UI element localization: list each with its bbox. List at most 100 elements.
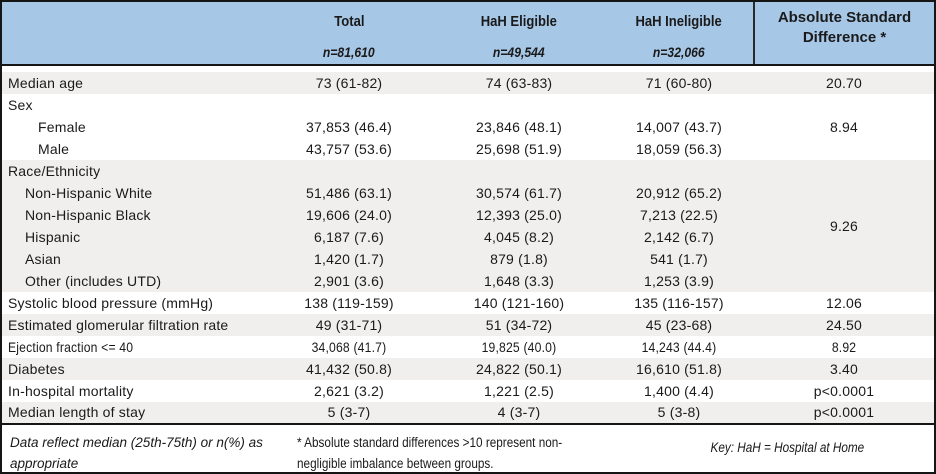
asd-value: 12.06 (754, 292, 934, 314)
table-body: Median age 73 (61-82) 74 (63-83) 71 (60-… (2, 65, 934, 424)
eligible-value: 30,574 (61.7) (434, 182, 604, 204)
header-row: Total HaH Eligible HaH Ineligible Absolu… (2, 2, 934, 66)
header-total-label: Total (333, 12, 365, 30)
asd-value: 3.40 (754, 358, 934, 380)
row-label: Estimated glomerular filtration rate (2, 314, 264, 336)
ineligible-value: 1,400 (4.4) (604, 380, 754, 402)
table-row: Hispanic 6,187 (7.6) 4,045 (8.2) 2,142 (… (2, 226, 934, 248)
total-value: 41,432 (50.8) (264, 358, 434, 380)
eligible-value: 25,698 (51.9) (434, 138, 604, 160)
eligible-value: 879 (1.8) (434, 248, 604, 270)
n-total: n=81,610 (264, 40, 434, 66)
eligible-value (434, 94, 604, 116)
row-label: Non-Hispanic White (2, 182, 264, 204)
eligible-value (434, 160, 604, 182)
total-value: 34,068 (41.7) (264, 336, 434, 358)
n-ineligible: n=32,066 (604, 40, 754, 66)
header-label-blank (2, 2, 264, 40)
eligible-value: 19,825 (40.0) (434, 336, 604, 358)
ineligible-value: 135 (116-157) (604, 292, 754, 314)
table-row: Diabetes 41,432 (50.8) 24,822 (50.1) 16,… (2, 358, 934, 380)
total-value: 51,486 (63.1) (264, 182, 434, 204)
header-hah-ineligible-label: HaH Ineligible (635, 12, 722, 30)
header-hah-eligible: HaH Eligible (434, 2, 604, 40)
ineligible-value: 16,610 (51.8) (604, 358, 754, 380)
eligible-value: 140 (121-160) (434, 292, 604, 314)
table-row: Median age 73 (61-82) 74 (63-83) 71 (60-… (2, 72, 934, 94)
eligible-value: 12,393 (25.0) (434, 204, 604, 226)
table-row: Sex 8.94 (2, 94, 934, 160)
ineligible-value: 20,912 (65.2) (604, 182, 754, 204)
total-value (264, 160, 434, 182)
eligible-value: 23,846 (48.1) (434, 116, 604, 138)
header-total: Total (264, 2, 434, 40)
total-value: 138 (119-159) (264, 292, 434, 314)
asd-value-race-group: 9.26 (754, 160, 934, 292)
ineligible-value: 2,142 (6.7) (604, 226, 754, 248)
row-label: Sex (2, 94, 264, 116)
characteristics-table: Total HaH Eligible HaH Ineligible Absolu… (2, 2, 934, 425)
total-value: 73 (61-82) (264, 72, 434, 94)
eligible-value: 1,648 (3.3) (434, 270, 604, 292)
table-row: Female 37,853 (46.4) 23,846 (48.1) 14,00… (2, 116, 934, 138)
table-row: Estimated glomerular filtration rate 49 … (2, 314, 934, 336)
total-value: 19,606 (24.0) (264, 204, 434, 226)
table-row: Race/Ethnicity 9.26 (2, 160, 934, 292)
header-absolute-standard-difference: Absolute Standard Difference * (753, 2, 934, 66)
table-row: Systolic blood pressure (mmHg) 138 (119-… (2, 292, 934, 314)
asd-value: 8.92 (754, 336, 934, 358)
row-label: In-hospital mortality (2, 380, 264, 402)
header-hah-eligible-label: HaH Eligible (480, 12, 558, 30)
table-header: Total HaH Eligible HaH Ineligible Absolu… (2, 2, 934, 66)
asd-value: p<0.0001 (754, 380, 934, 402)
n-label-blank (2, 40, 264, 66)
n-ineligible-value: n=32,066 (652, 44, 705, 60)
row-label: Hispanic (2, 226, 264, 248)
total-value: 6,187 (7.6) (264, 226, 434, 248)
ineligible-value: 7,213 (22.5) (604, 204, 754, 226)
table-row: Median length of stay 5 (3-7) 4 (3-7) 5 … (2, 402, 934, 424)
footnote-key: Key: HaH = Hospital at Home (710, 440, 865, 455)
ineligible-value: 45 (23-68) (604, 314, 754, 336)
total-value: 2,621 (3.2) (264, 380, 434, 402)
asd-value: 20.70 (754, 72, 934, 94)
ineligible-value: 14,243 (44.4) (604, 336, 754, 358)
footnote-data-reflect: Data reflect median (25th-75th) or n(%) … (10, 435, 263, 471)
ineligible-value: 5 (3-8) (604, 402, 754, 424)
n-eligible: n=49,544 (434, 40, 604, 66)
table-row: Non-Hispanic White 51,486 (63.1) 30,574 … (2, 182, 934, 204)
footnotes: Data reflect median (25th-75th) or n(%) … (2, 425, 934, 471)
row-label: Female (2, 116, 264, 138)
asd-value-sex-group: 8.94 (754, 94, 934, 160)
total-value (264, 94, 434, 116)
ineligible-value: 18,059 (56.3) (604, 138, 754, 160)
row-label: Median length of stay (2, 402, 264, 424)
row-label: Non-Hispanic Black (2, 204, 264, 226)
total-value: 43,757 (53.6) (264, 138, 434, 160)
total-value: 2,901 (3.6) (264, 270, 434, 292)
ineligible-value: 14,007 (43.7) (604, 116, 754, 138)
total-value: 37,853 (46.4) (264, 116, 434, 138)
spacer-row (2, 65, 934, 72)
row-label: Male (2, 138, 264, 160)
header-hah-ineligible: HaH Ineligible (604, 2, 754, 40)
header-n-row: n=81,610 n=49,544 n=32,066 (2, 40, 934, 66)
ineligible-value: 71 (60-80) (604, 72, 754, 94)
eligible-value: 4 (3-7) (434, 402, 604, 424)
row-label: Other (includes UTD) (2, 270, 264, 292)
n-total-value: n=81,610 (323, 44, 375, 60)
total-value: 5 (3-7) (264, 402, 434, 424)
table-row: Male 43,757 (53.6) 25,698 (51.9) 18,059 … (2, 138, 934, 160)
footnote-asd-explanation: * Absolute standard differences >10 repr… (297, 435, 563, 471)
ineligible-value: 541 (1.7) (604, 248, 754, 270)
ineligible-value (604, 94, 754, 116)
eligible-value: 1,221 (2.5) (434, 380, 604, 402)
table-row: Asian 1,420 (1.7) 879 (1.8) 541 (1.7) (2, 248, 934, 270)
eligible-value: 51 (34-72) (434, 314, 604, 336)
table-row: In-hospital mortality 2,621 (3.2) 1,221 … (2, 380, 934, 402)
ineligible-value: 1,253 (3.9) (604, 270, 754, 292)
table-row: Non-Hispanic Black 19,606 (24.0) 12,393 … (2, 204, 934, 226)
row-label: Diabetes (2, 358, 264, 380)
table-row: Ejection fraction <= 40 34,068 (41.7) 19… (2, 336, 934, 358)
